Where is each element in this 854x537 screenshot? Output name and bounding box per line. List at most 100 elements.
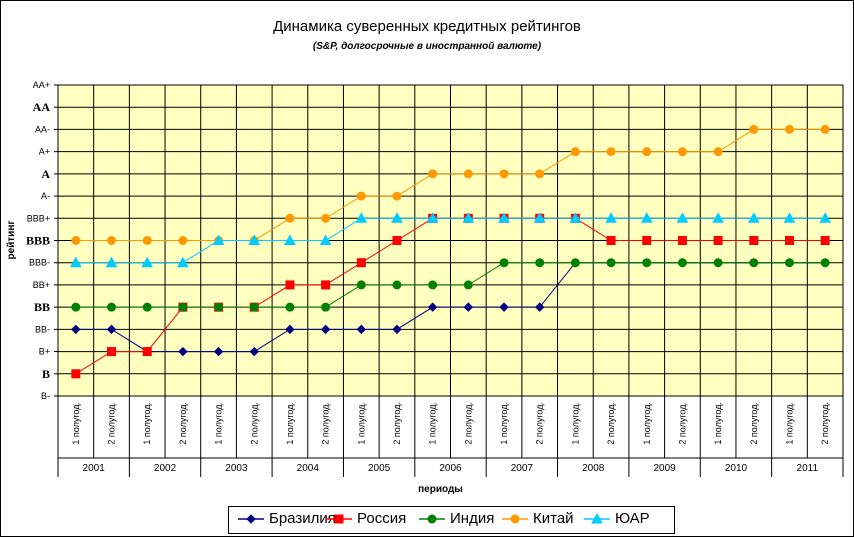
- series-line-4: [75, 128, 826, 241]
- legend-swatch: [419, 514, 445, 524]
- x-period-label: 2 полугод.: [677, 402, 687, 445]
- series-5-point: [462, 212, 475, 223]
- series-4-point: [535, 169, 545, 179]
- series-1-point: [320, 324, 331, 335]
- x-period-label: 2 полугод.: [463, 402, 473, 445]
- chart-legend: Бразилия Россия Индия Китай ЮАР: [228, 506, 675, 534]
- series-4-point: [499, 169, 509, 179]
- series-4-point: [784, 124, 794, 134]
- series-3-point: [71, 302, 81, 312]
- x-year-label: 2002: [154, 463, 177, 474]
- x-period-label: 1 полугод.: [71, 402, 81, 445]
- x-period-label: 2 полугод.: [249, 402, 259, 445]
- series-3-point: [107, 302, 117, 312]
- x-year-label: 2010: [725, 463, 748, 474]
- y-tick-label: BB-: [35, 324, 50, 334]
- y-tick-label: BBB: [26, 234, 50, 248]
- legend-swatch: [238, 514, 264, 524]
- y-tick-label: BB: [34, 300, 50, 314]
- series-2-point: [392, 236, 402, 245]
- x-period-label: 1 полугод.: [642, 402, 652, 445]
- series-5-point: [284, 234, 296, 245]
- x-year-label: 2004: [297, 463, 320, 474]
- series-4-point: [749, 124, 759, 134]
- series-3-point: [321, 302, 331, 312]
- series-4-point: [142, 236, 152, 245]
- y-tick-label: AA: [33, 100, 51, 114]
- x-period-label: 2 полугод.: [535, 402, 545, 445]
- series-5-point: [605, 212, 617, 223]
- chart-subtitle: (S&P, долгосрочные в иностранной валюте): [312, 41, 542, 52]
- series-3-point: [142, 302, 152, 312]
- series-3-point: [285, 302, 295, 312]
- x-period-label: 2 полугод.: [392, 402, 402, 445]
- series-3-point: [570, 258, 580, 268]
- x-year-label: 2001: [83, 463, 106, 474]
- legend-label: Россия: [357, 510, 407, 527]
- y-tick-label: B+: [39, 347, 50, 357]
- series-1-point: [249, 346, 259, 357]
- series-3-point: [214, 302, 224, 312]
- series-4-point: [463, 169, 473, 179]
- x-period-label: 1 полугод.: [142, 402, 152, 445]
- series-5-point: [819, 212, 832, 223]
- x-period-label: 2 полугод.: [178, 402, 188, 445]
- series-4-point: [570, 147, 580, 157]
- series-5-point: [712, 212, 724, 223]
- series-1-point: [463, 302, 474, 312]
- series-4-point: [285, 213, 295, 223]
- x-period-label: 1 полугод.: [499, 402, 509, 445]
- y-tick-label: BBB-: [29, 258, 50, 268]
- series-3-point: [356, 280, 366, 290]
- series-1-point: [178, 346, 188, 357]
- series-5-point: [319, 234, 332, 245]
- legend-swatch: [584, 512, 610, 524]
- series-5-point: [498, 212, 510, 223]
- series-2-point: [107, 347, 117, 357]
- series-3-point: [642, 258, 652, 268]
- series-5-point: [747, 212, 760, 223]
- series-3-point: [428, 280, 438, 290]
- series-5-point: [426, 212, 439, 223]
- series-2-point: [142, 347, 152, 357]
- series-4-point: [321, 213, 331, 223]
- series-1-point: [499, 302, 509, 312]
- series-1-point: [71, 324, 81, 335]
- series-3-point: [677, 258, 687, 268]
- y-tick-label: A+: [39, 147, 50, 157]
- x-year-label: 2006: [439, 463, 462, 474]
- series-2-point: [749, 236, 759, 245]
- series-4-point: [428, 169, 438, 179]
- legend-label: Индия: [450, 510, 495, 527]
- x-year-label: 2009: [653, 463, 676, 474]
- y-tick-label: AA-: [35, 124, 50, 134]
- series-5-point: [141, 256, 154, 268]
- series-3-point: [392, 280, 402, 290]
- series-3-point: [606, 258, 616, 268]
- series-line-5: [75, 217, 826, 264]
- x-year-label: 2003: [225, 463, 248, 474]
- series-5-point: [248, 234, 261, 245]
- series-3-point: [713, 258, 723, 268]
- series-1-point: [356, 324, 367, 335]
- y-tick-label: AA+: [33, 80, 50, 90]
- series-5-point: [391, 212, 403, 223]
- y-tick-label: BBB+: [27, 213, 50, 223]
- x-period-label: 1 полугод.: [713, 402, 723, 445]
- series-1-point: [427, 302, 438, 312]
- series-5-point: [69, 256, 82, 268]
- x-year-label: 2011: [797, 463, 819, 474]
- x-period-label: 1 полугод.: [428, 402, 438, 445]
- series-3-point: [820, 258, 830, 268]
- x-period-label: 2 полугод.: [820, 402, 830, 445]
- series-4-point: [713, 147, 723, 157]
- series-4-point: [677, 147, 687, 157]
- series-3-point: [249, 302, 259, 312]
- legend-label: Китай: [533, 510, 574, 527]
- series-2-point: [285, 280, 295, 290]
- series-4-point: [356, 191, 366, 201]
- series-1-point: [285, 324, 295, 335]
- x-period-label: 2 полугод.: [606, 402, 616, 445]
- series-1-point: [213, 346, 224, 357]
- series-line-3: [75, 262, 826, 308]
